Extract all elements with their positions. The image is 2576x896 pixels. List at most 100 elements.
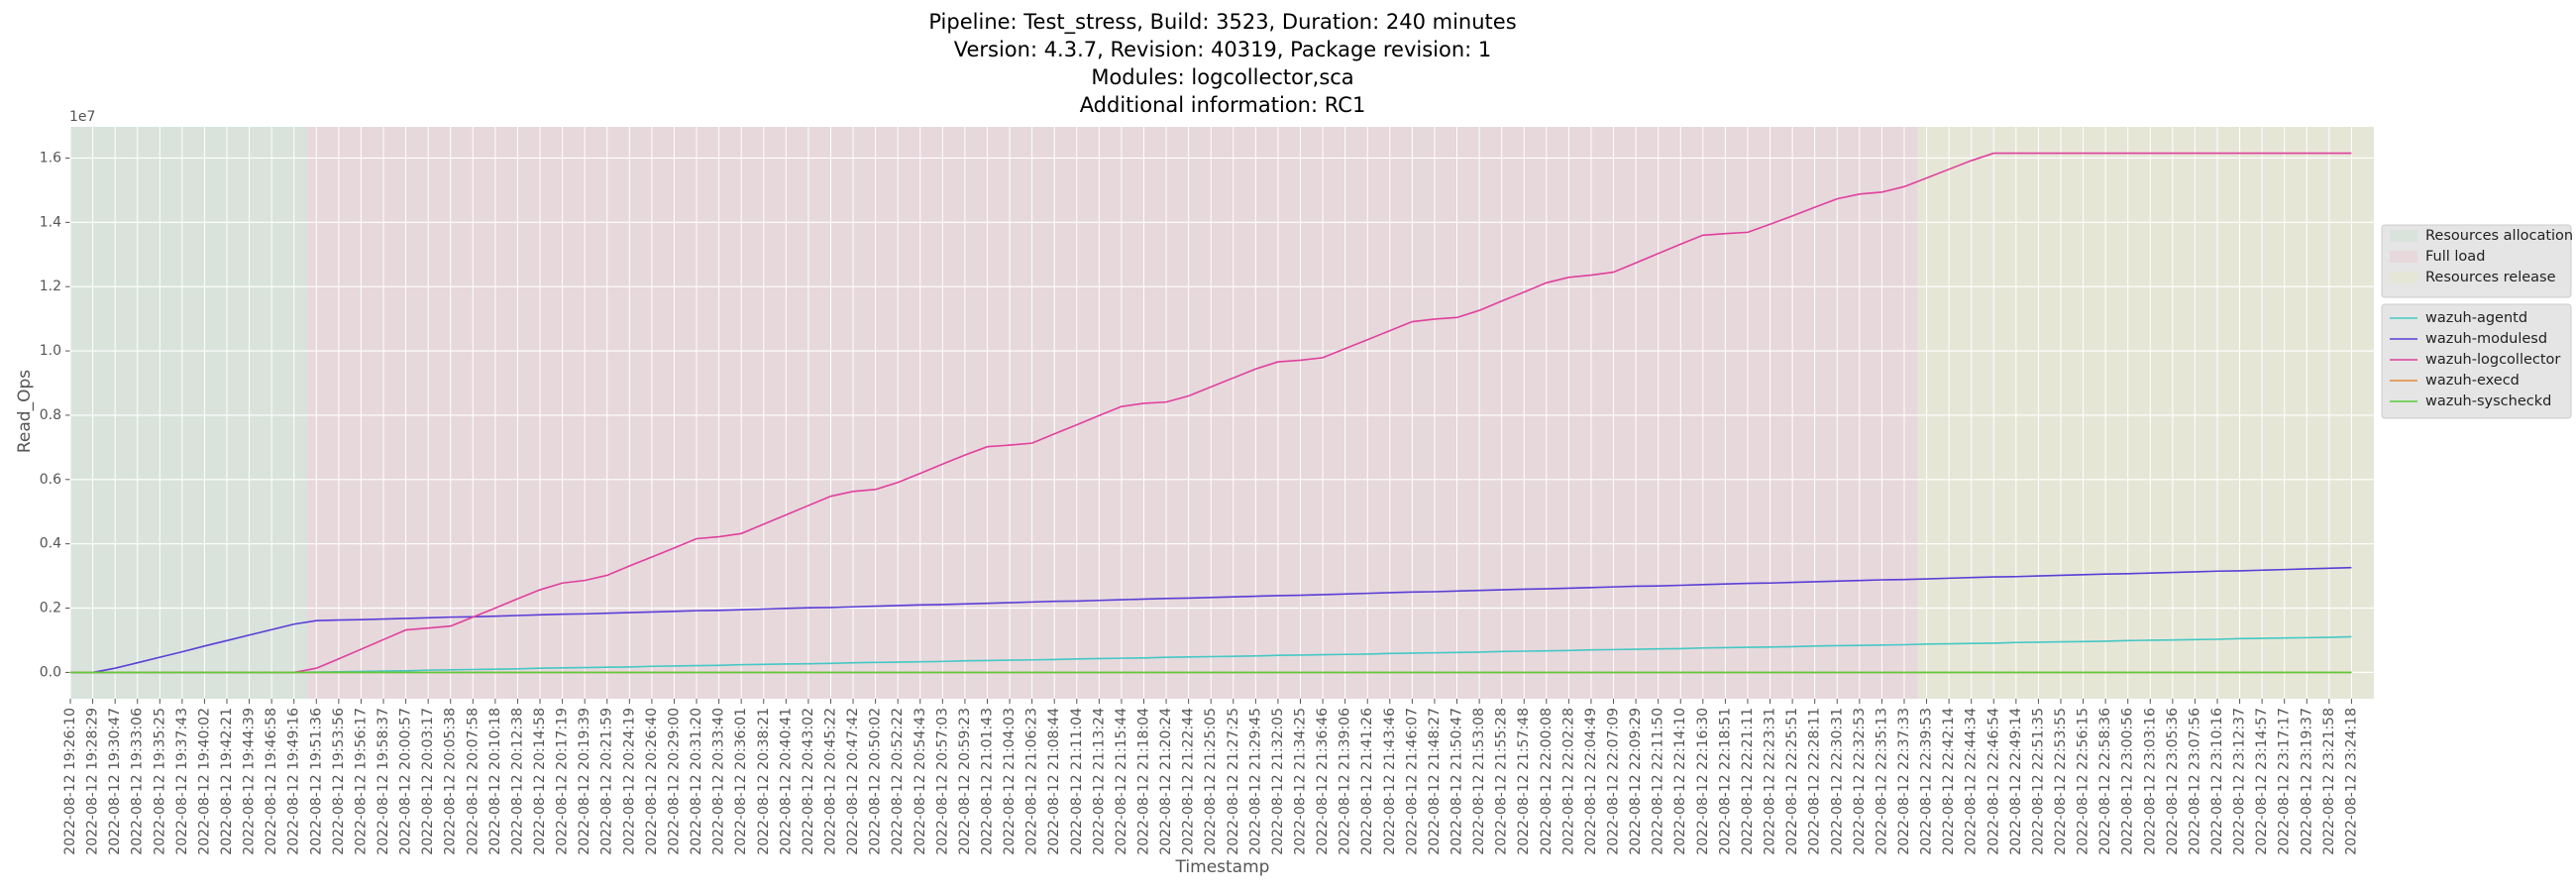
y-tick-label: 0.0 — [40, 664, 61, 680]
x-tick-label: 2022-08-12 19:51:36 — [308, 708, 324, 855]
x-tick-label: 2022-08-12 20:14:58 — [532, 708, 548, 855]
x-tick-label: 2022-08-12 19:44:39 — [242, 708, 258, 855]
x-tick-label: 2022-08-12 23:17:17 — [2277, 708, 2293, 855]
x-tick-label: 2022-08-12 22:51:35 — [2030, 708, 2046, 855]
x-tick-label: 2022-08-12 22:16:30 — [1695, 708, 1711, 855]
x-tick-label: 2022-08-12 21:53:08 — [1471, 708, 1487, 855]
x-tick-label: 2022-08-12 23:24:18 — [2343, 708, 2359, 855]
x-tick-label: 2022-08-12 21:18:04 — [1135, 708, 1151, 855]
x-tick-label: 2022-08-12 21:11:04 — [1069, 708, 1085, 855]
x-tick-label: 2022-08-12 21:25:05 — [1203, 708, 1219, 855]
x-tick-label: 2022-08-12 20:21:59 — [599, 708, 615, 855]
legend-label: Resources allocation — [2425, 228, 2573, 244]
legend-label: wazuh-modulesd — [2425, 331, 2547, 347]
x-tick-label: 2022-08-12 21:36:46 — [1315, 708, 1331, 855]
x-tick-label: 2022-08-12 22:21:11 — [1740, 708, 1756, 855]
x-tick-label: 2022-08-12 19:35:25 — [152, 708, 167, 855]
legend-label: Resources release — [2425, 270, 2556, 285]
chart-title: Modules: logcollector,sca — [1091, 65, 1353, 89]
x-tick-label: 2022-08-12 22:14:10 — [1672, 708, 1688, 855]
x-tick-label: 2022-08-12 21:29:45 — [1247, 708, 1263, 855]
x-tick-label: 2022-08-12 22:30:31 — [1829, 708, 1845, 855]
x-tick-label: 2022-08-12 19:46:58 — [264, 708, 279, 855]
x-tick-label: 2022-08-12 22:35:13 — [1874, 708, 1889, 855]
x-tick-label: 2022-08-12 19:37:43 — [174, 708, 190, 855]
y-tick-label: 1.2 — [40, 279, 61, 294]
x-tick-label: 2022-08-12 22:07:09 — [1606, 708, 1622, 855]
x-tick-label: 2022-08-12 20:26:40 — [644, 708, 660, 855]
x-tick-label: 2022-08-12 22:28:11 — [1807, 708, 1823, 855]
x-tick-label: 2022-08-12 22:04:49 — [1583, 708, 1599, 855]
x-tick-label: 2022-08-12 20:29:00 — [666, 708, 682, 855]
x-tick-label: 2022-08-12 21:46:07 — [1404, 708, 1420, 855]
x-tick-label: 2022-08-12 20:45:22 — [822, 708, 838, 855]
x-tick-label: 2022-08-12 21:32:05 — [1270, 708, 1286, 855]
series-line — [70, 152, 2352, 674]
x-tick-label: 2022-08-12 20:05:38 — [443, 708, 459, 855]
x-tick-label: 2022-08-12 23:14:57 — [2254, 708, 2270, 855]
x-tick-label: 2022-08-12 19:42:21 — [219, 708, 235, 855]
x-tick-label: 2022-08-12 20:24:19 — [621, 708, 637, 855]
x-tick-label: 2022-08-12 22:53:55 — [2053, 708, 2069, 855]
x-tick-label: 2022-08-12 20:47:42 — [845, 708, 861, 855]
x-tick-label: 2022-08-12 21:39:06 — [1338, 708, 1353, 855]
x-tick-label: 2022-08-12 20:19:39 — [577, 708, 592, 855]
x-tick-label: 2022-08-12 20:17:19 — [555, 708, 571, 855]
x-tick-label: 2022-08-12 23:19:37 — [2299, 708, 2314, 855]
y-tick-label: 1.6 — [40, 150, 61, 166]
x-tick-label: 2022-08-12 23:12:37 — [2232, 708, 2248, 855]
y-tick-label: 0.8 — [40, 407, 61, 423]
x-tick-label: 2022-08-12 19:58:37 — [376, 708, 391, 855]
x-tick-label: 2022-08-12 21:27:25 — [1226, 708, 1241, 855]
phase-span — [1917, 127, 2374, 699]
x-tick-label: 2022-08-12 21:01:43 — [979, 708, 995, 855]
legend-label: wazuh-logcollector — [2425, 352, 2560, 368]
x-tick-label: 2022-08-12 21:15:44 — [1114, 708, 1129, 855]
x-tick-label: 2022-08-12 21:43:46 — [1382, 708, 1398, 855]
chart-title: Pipeline: Test_stress, Build: 3523, Dura… — [928, 10, 1516, 35]
y-tick-label: 0.4 — [40, 536, 61, 552]
x-tick-label: 2022-08-12 22:46:54 — [1986, 708, 2001, 855]
series-line — [70, 635, 2352, 674]
x-tick-label: 2022-08-12 20:12:38 — [509, 708, 525, 855]
y-tick-label: 0.6 — [40, 472, 61, 488]
x-tick-label: 2022-08-12 22:37:33 — [1896, 708, 1912, 855]
y-tick-label: 1.4 — [40, 214, 61, 230]
x-tick-label: 2022-08-12 23:07:56 — [2187, 708, 2202, 855]
x-tick-label: 2022-08-12 22:18:51 — [1717, 708, 1733, 855]
y-tick-label: 1.0 — [40, 343, 61, 359]
x-tick-label: 2022-08-12 21:34:25 — [1293, 708, 1309, 855]
x-tick-label: 2022-08-12 20:38:21 — [756, 708, 772, 855]
x-axis-label: Timestamp — [1175, 857, 1270, 877]
x-tick-label: 2022-08-12 20:10:18 — [487, 708, 503, 855]
x-tick-label: 2022-08-12 21:55:28 — [1494, 708, 1510, 855]
x-tick-label: 2022-08-12 20:07:58 — [465, 708, 481, 855]
x-tick-label: 2022-08-12 23:03:16 — [2142, 708, 2158, 855]
x-tick-label: 2022-08-12 19:56:17 — [353, 708, 369, 855]
x-tick-label: 2022-08-12 20:40:41 — [778, 708, 794, 855]
x-tick-label: 2022-08-12 20:57:03 — [934, 708, 950, 855]
x-tick-label: 2022-08-12 20:00:57 — [398, 708, 414, 855]
legend-box — [2381, 303, 2572, 419]
legend-label: wazuh-execd — [2425, 373, 2520, 389]
x-tick-label: 2022-08-12 21:04:03 — [1002, 708, 1018, 855]
x-tick-label: 2022-08-12 22:42:14 — [1941, 708, 1957, 855]
x-tick-label: 2022-08-12 22:44:34 — [1964, 708, 1980, 855]
y-offset-label: 1e7 — [69, 109, 95, 125]
x-tick-label: 2022-08-12 22:25:51 — [1784, 708, 1800, 855]
x-tick-label: 2022-08-12 21:06:23 — [1024, 708, 1040, 855]
x-tick-label: 2022-08-12 23:10:16 — [2209, 708, 2225, 855]
x-tick-label: 2022-08-12 21:20:24 — [1158, 708, 1174, 855]
x-tick-label: 2022-08-12 20:54:43 — [912, 708, 928, 855]
x-tick-label: 2022-08-12 20:36:01 — [733, 708, 749, 855]
phase-span — [307, 127, 1918, 699]
x-tick-label: 2022-08-12 22:58:36 — [2097, 708, 2113, 855]
x-tick-label: 2022-08-12 19:49:16 — [286, 708, 302, 855]
x-tick-label: 2022-08-12 22:56:15 — [2076, 708, 2092, 855]
x-tick-label: 2022-08-12 19:28:29 — [85, 708, 101, 855]
x-tick-label: 2022-08-12 20:52:22 — [890, 708, 906, 855]
x-tick-label: 2022-08-12 21:22:44 — [1181, 708, 1197, 855]
x-tick-label: 2022-08-12 21:08:44 — [1046, 708, 1062, 855]
x-tick-label: 2022-08-12 19:53:56 — [331, 708, 347, 855]
